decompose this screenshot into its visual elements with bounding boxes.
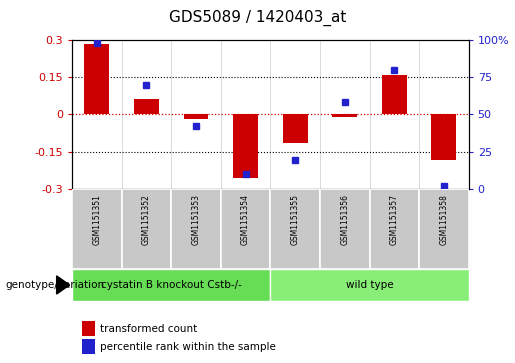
Text: GDS5089 / 1420403_at: GDS5089 / 1420403_at xyxy=(169,10,346,26)
Bar xyxy=(184,114,209,119)
FancyBboxPatch shape xyxy=(122,189,171,269)
Text: genotype/variation: genotype/variation xyxy=(5,280,104,290)
FancyBboxPatch shape xyxy=(72,269,270,301)
FancyBboxPatch shape xyxy=(419,189,469,269)
Bar xyxy=(84,44,109,114)
Text: GSM1151355: GSM1151355 xyxy=(290,194,300,245)
Text: GSM1151351: GSM1151351 xyxy=(92,194,101,245)
FancyBboxPatch shape xyxy=(320,189,370,269)
Polygon shape xyxy=(57,276,70,294)
Bar xyxy=(382,75,407,114)
FancyBboxPatch shape xyxy=(72,189,122,269)
Bar xyxy=(332,114,357,117)
Text: wild type: wild type xyxy=(346,280,393,290)
Text: transformed count: transformed count xyxy=(100,323,198,334)
FancyBboxPatch shape xyxy=(270,189,320,269)
Text: cystatin B knockout Cstb-/-: cystatin B knockout Cstb-/- xyxy=(101,280,242,290)
Text: GSM1151356: GSM1151356 xyxy=(340,194,349,245)
Text: GSM1151354: GSM1151354 xyxy=(241,194,250,245)
Text: GSM1151352: GSM1151352 xyxy=(142,194,151,245)
FancyBboxPatch shape xyxy=(270,269,469,301)
Text: GSM1151357: GSM1151357 xyxy=(390,194,399,245)
Text: percentile rank within the sample: percentile rank within the sample xyxy=(100,342,277,352)
Bar xyxy=(283,114,307,143)
FancyBboxPatch shape xyxy=(370,189,419,269)
Bar xyxy=(82,339,95,354)
Text: GSM1151353: GSM1151353 xyxy=(192,194,200,245)
Bar xyxy=(432,114,456,160)
FancyBboxPatch shape xyxy=(171,189,221,269)
Bar xyxy=(233,114,258,178)
FancyBboxPatch shape xyxy=(221,189,270,269)
Text: GSM1151358: GSM1151358 xyxy=(439,194,449,245)
Bar xyxy=(82,321,95,336)
Bar xyxy=(134,99,159,114)
